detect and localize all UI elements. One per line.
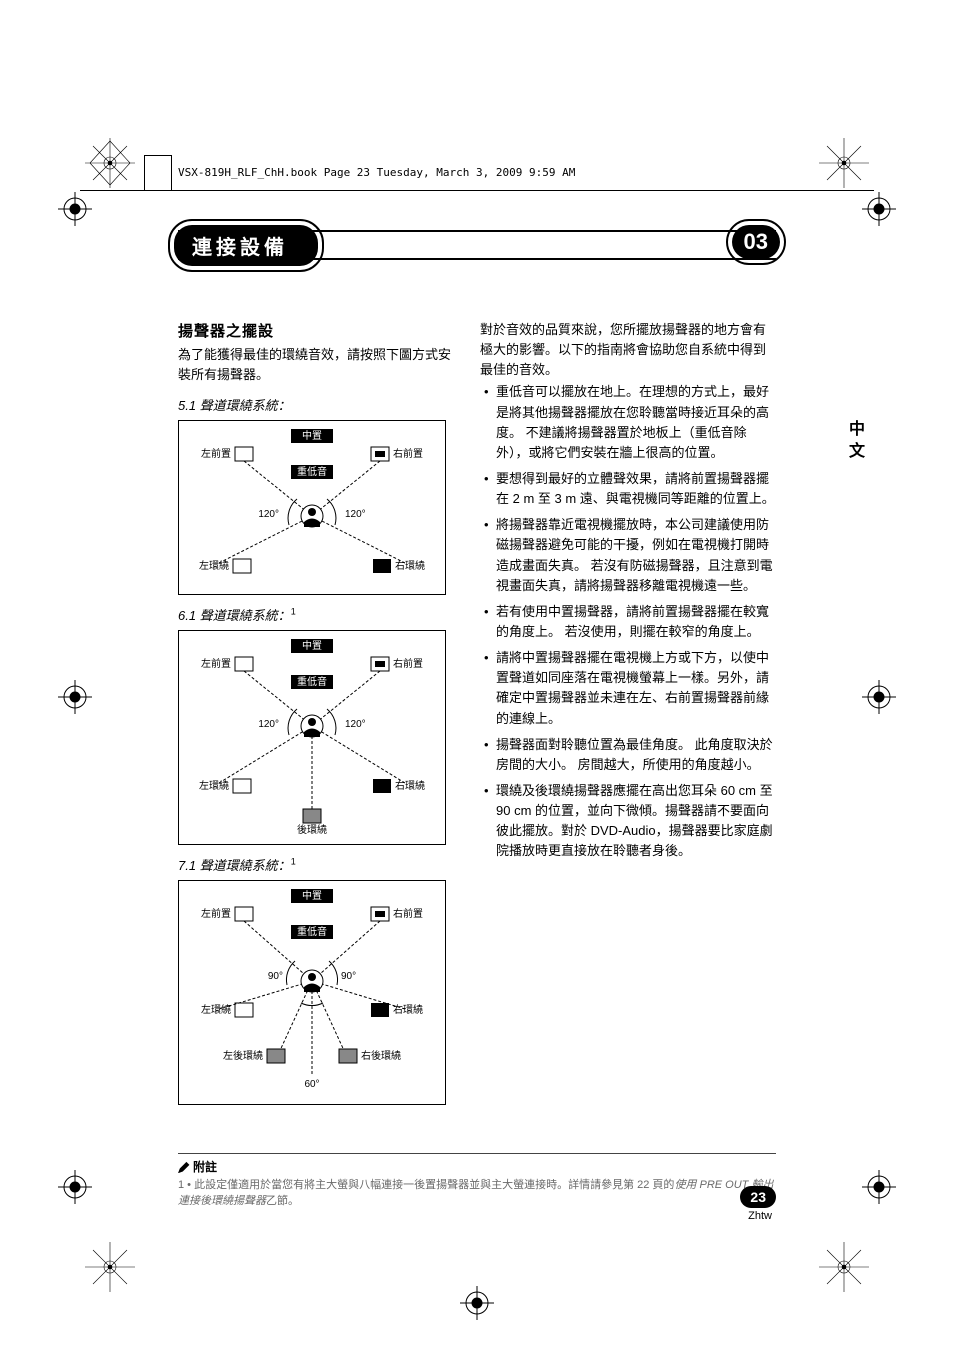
lead-paragraph: 對於音效的品質來說，您所擺放揚聲器的地方會有極大的影響。以下的指南將會協助您自系… xyxy=(480,320,776,380)
svg-text:120°: 120° xyxy=(258,509,279,520)
chapter-header: 連接設備 03 xyxy=(178,230,776,260)
svg-text:120°: 120° xyxy=(258,719,279,730)
svg-text:左環繞: 左環繞 xyxy=(199,559,229,572)
crosshair-bl xyxy=(58,1170,92,1204)
footnote-title: 附註 xyxy=(193,1160,217,1174)
svg-text:左前置: 左前置 xyxy=(201,447,231,460)
svg-text:中置: 中置 xyxy=(302,889,322,902)
registration-radial-bl xyxy=(85,1242,135,1292)
svg-text:重低音: 重低音 xyxy=(297,925,327,938)
guideline-item: 環繞及後環繞揚聲器應擺在高出您耳朵 60 cm 至 90 cm 的位置，並向下微… xyxy=(480,781,776,862)
guideline-item: 重低音可以擺放在地上。在理想的方式上，最好是將其他揚聲器擺放在您聆聽當時接近耳朵… xyxy=(480,382,776,463)
guideline-item: 要想得到最好的立體聲效果，請將前置揚聲器擺在 2 m 至 3 m 遠、與電視機同… xyxy=(480,469,776,509)
chapter-number: 03 xyxy=(732,225,780,259)
svg-text:右環繞: 右環繞 xyxy=(393,1003,423,1016)
section-intro: 為了能獲得最佳的環繞音效，請按照下圖方式安裝所有揚聲器。 xyxy=(178,345,458,385)
registration-radial-br xyxy=(819,1242,869,1292)
language-side-tab: 中文 xyxy=(838,420,866,464)
crosshair-br xyxy=(862,1170,896,1204)
svg-text:60°: 60° xyxy=(304,1079,319,1090)
svg-text:90°: 90° xyxy=(268,971,283,982)
svg-text:後環繞: 後環繞 xyxy=(297,823,327,836)
left-column: 揚聲器之擺設 為了能獲得最佳的環繞音效，請按照下圖方式安裝所有揚聲器。 5.1 … xyxy=(178,320,458,1113)
svg-text:120°: 120° xyxy=(345,509,366,520)
svg-text:中置: 中置 xyxy=(302,639,322,652)
guideline-item: 請將中置揚聲器擺在電視機上方或下方，以使中置聲道如同座落在電視機螢幕上一樣。另外… xyxy=(480,648,776,729)
crosshair-mr xyxy=(862,680,896,714)
svg-text:90°: 90° xyxy=(341,971,356,982)
svg-text:右前置: 右前置 xyxy=(393,657,423,670)
crosshair-bc xyxy=(460,1286,494,1320)
note-icon xyxy=(178,1161,190,1173)
guidelines-list: 重低音可以擺放在地上。在理想的方式上，最好是將其他揚聲器擺放在您聆聽當時接近耳朵… xyxy=(480,382,776,861)
system-61-label: 6.1 聲道環繞系統：1 xyxy=(178,605,458,624)
guideline-item: 將揚聲器靠近電視機擺放時，本公司建議使用防磁揚聲器避免可能的干擾，例如在電視機打… xyxy=(480,515,776,596)
svg-text:左後環繞: 左後環繞 xyxy=(223,1049,263,1062)
crosshair-tl xyxy=(58,192,92,226)
page-content: 連接設備 03 揚聲器之擺設 為了能獲得最佳的環繞音效，請按照下圖方式安裝所有揚… xyxy=(178,230,776,1210)
crosshair-ml xyxy=(58,680,92,714)
svg-text:左前置: 左前置 xyxy=(201,657,231,670)
print-header-rule xyxy=(80,190,874,191)
diagram-51: 中置 左前置 右前置 重低音 120° xyxy=(178,420,446,595)
system-71-label: 7.1 聲道環繞系統：1 xyxy=(178,855,458,874)
svg-text:左環繞: 左環繞 xyxy=(199,779,229,792)
svg-text:右後環繞: 右後環繞 xyxy=(361,1049,401,1062)
svg-text:120°: 120° xyxy=(345,719,366,730)
chapter-title: 連接設備 xyxy=(174,225,318,266)
svg-text:右前置: 右前置 xyxy=(393,907,423,920)
diagram-71: 中置 左前置 右前置 重低音 xyxy=(178,880,446,1105)
registration-radial-tl xyxy=(85,138,135,188)
print-header-line: VSX-819H_RLF_ChH.book Page 23 Tuesday, M… xyxy=(178,166,575,179)
svg-text:左前置: 左前置 xyxy=(201,907,231,920)
svg-text:中置: 中置 xyxy=(302,429,322,442)
section-title: 揚聲器之擺設 xyxy=(178,320,458,341)
guideline-item: 若有使用中置揚聲器，請將前置揚聲器擺在較寬的角度上。 若沒使用，則擺在較窄的角度… xyxy=(480,602,776,642)
page-language: Zhtw xyxy=(748,1210,772,1222)
crosshair-tr xyxy=(862,192,896,226)
svg-text:右環繞: 右環繞 xyxy=(395,779,425,792)
svg-text:右前置: 右前置 xyxy=(393,447,423,460)
svg-text:重低音: 重低音 xyxy=(297,465,327,478)
registration-radial-tr xyxy=(819,138,869,188)
footnote: 附註 1 • 此設定僅適用於當您有將主大螢與八幅連接一後置揚聲器並與主大螢連接時… xyxy=(178,1154,776,1210)
svg-text:重低音: 重低音 xyxy=(297,675,327,688)
right-column: 對於音效的品質來說，您所擺放揚聲器的地方會有極大的影響。以下的指南將會協助您自系… xyxy=(480,320,776,1113)
diagram-61: 中置 左前置 右前置 重低音 xyxy=(178,630,446,845)
system-51-label: 5.1 聲道環繞系統： xyxy=(178,395,458,414)
page-number: 23 xyxy=(740,1186,776,1208)
footnote-body: 1 • 此設定僅適用於當您有將主大螢與八幅連接一後置揚聲器並與主大螢連接時。詳情… xyxy=(178,1177,776,1210)
guideline-item: 揚聲器面對聆聽位置為最佳角度。 此角度取決於房間的大小。 房間越大，所使用的角度… xyxy=(480,735,776,775)
svg-text:左環繞: 左環繞 xyxy=(201,1003,231,1016)
svg-text:右環繞: 右環繞 xyxy=(395,559,425,572)
